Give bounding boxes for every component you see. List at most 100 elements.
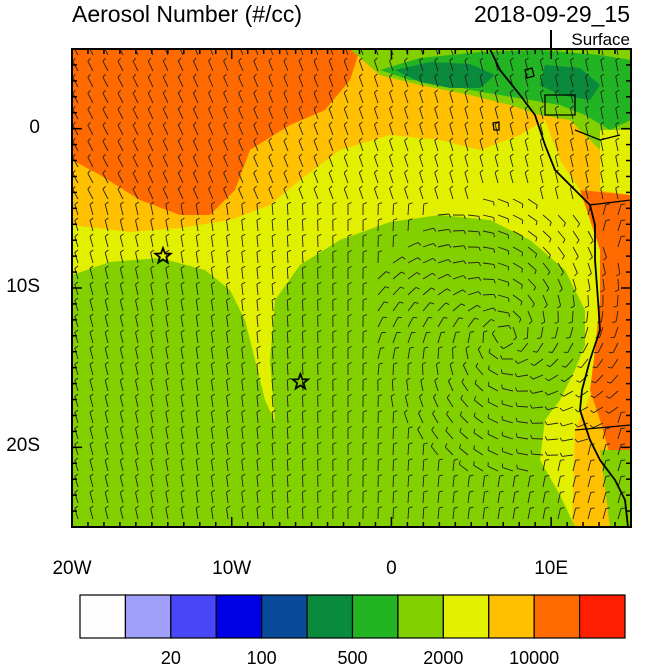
wind-barb xyxy=(483,332,484,343)
wind-barb-flag xyxy=(405,42,408,45)
wind-barb xyxy=(302,428,303,439)
wind-barb-flag xyxy=(560,508,564,509)
wind-barb xyxy=(302,332,303,343)
wind-barb-flag xyxy=(480,42,483,44)
wind-barb-flag xyxy=(465,42,468,45)
wind-barb-flag xyxy=(193,42,196,45)
field-land-east xyxy=(600,130,631,195)
colorbar-swatch xyxy=(489,595,534,638)
map-level: Surface xyxy=(571,30,630,50)
wind-barb xyxy=(302,460,303,471)
wind-barb xyxy=(302,508,303,519)
wind-barb-flag xyxy=(390,42,393,45)
wind-barb xyxy=(393,204,394,215)
wind-barb-flag xyxy=(560,460,564,461)
wind-barb-flag xyxy=(545,460,549,461)
colorbar-swatch xyxy=(353,595,398,638)
colorbar-swatch xyxy=(171,595,216,638)
colorbar-swatch xyxy=(534,595,579,638)
wind-barb xyxy=(617,295,618,306)
wind-barb xyxy=(393,508,394,519)
wind-barb-flag xyxy=(398,317,402,318)
colorbar-swatch xyxy=(580,595,625,638)
wind-barb xyxy=(302,316,303,327)
wind-barb-flag xyxy=(517,465,518,469)
wind-barb xyxy=(302,444,303,455)
wind-barb xyxy=(302,396,303,407)
wind-barb-flag xyxy=(73,42,76,45)
wind-barb xyxy=(302,492,303,503)
wind-barb-flag xyxy=(591,460,595,461)
wind-barb-flag xyxy=(254,42,257,45)
wind-barb-flag xyxy=(545,476,549,477)
wind-barb xyxy=(302,284,303,295)
wind-barb-flag xyxy=(344,42,347,45)
wind-barb xyxy=(438,348,439,359)
map-datetime: 2018-09-29_15 xyxy=(474,0,630,28)
wind-barb-flag xyxy=(269,42,272,45)
wind-barb-flag xyxy=(522,220,523,224)
colorbar-swatch xyxy=(80,595,125,638)
wind-barb-flag xyxy=(495,42,498,44)
wind-barb-flag xyxy=(374,42,377,45)
colorbar-label: 100 xyxy=(227,648,297,669)
wind-barb xyxy=(453,231,464,232)
wind-barb-flag xyxy=(522,252,523,256)
wind-barb-flag xyxy=(420,42,423,45)
wind-barb-flag xyxy=(103,42,106,45)
wind-barb-flag xyxy=(576,492,580,493)
wind-barb xyxy=(393,428,394,439)
colorbar-swatch xyxy=(398,595,443,638)
lat-label: 0 xyxy=(0,117,40,139)
colorbar-label: 20 xyxy=(136,648,206,669)
wind-barb-flag xyxy=(494,202,495,206)
wind-barb-flag xyxy=(314,42,317,45)
wind-barb-flag xyxy=(284,42,287,45)
wind-barb-flag xyxy=(540,42,543,44)
wind-barb-flag xyxy=(209,42,212,45)
wind-barb xyxy=(422,364,423,375)
wind-barb-flag xyxy=(224,42,227,45)
wind-barb-flag xyxy=(576,460,580,461)
wind-barb xyxy=(483,279,494,280)
wind-barb-flag xyxy=(576,508,580,509)
wind-barb-flag xyxy=(576,476,580,477)
wind-barb-flag xyxy=(560,476,564,477)
wind-barb-flag xyxy=(163,42,166,45)
lon-label: 0 xyxy=(361,558,421,580)
colorbar-swatch xyxy=(216,595,261,638)
wind-barb-flag xyxy=(118,42,121,45)
wind-barb xyxy=(468,262,479,263)
wind-barb-flag xyxy=(494,218,495,222)
wind-barb-flag xyxy=(299,42,302,45)
wind-barb-flag xyxy=(239,42,242,45)
wind-barb xyxy=(572,311,573,322)
map-title: Aerosol Number (#/cc) xyxy=(72,0,302,28)
wind-barb xyxy=(302,236,303,247)
lon-label: 20W xyxy=(42,558,102,580)
wind-barb-flag xyxy=(525,42,528,44)
colorbar-swatch xyxy=(262,595,307,638)
colorbar-label: 10000 xyxy=(499,648,569,669)
wind-barb-flag xyxy=(488,382,489,386)
wind-barb-flag xyxy=(148,42,151,45)
lat-label: 10S xyxy=(0,276,40,298)
wind-barb-flag xyxy=(359,42,362,45)
wind-barb-flag xyxy=(329,42,332,45)
wind-barb-flag xyxy=(591,508,595,509)
wind-barb xyxy=(302,412,303,423)
wind-barb-flag xyxy=(591,476,595,477)
subtitle-marker xyxy=(550,30,552,48)
wind-barb xyxy=(302,380,303,391)
wind-barb xyxy=(302,268,303,279)
wind-barb-flag xyxy=(564,352,568,353)
wind-barb xyxy=(302,348,303,359)
colorbar-label: 2000 xyxy=(408,648,478,669)
wind-barb xyxy=(302,204,303,215)
wind-barb xyxy=(302,300,303,311)
colorbar-swatch xyxy=(443,595,488,638)
wind-barb-flag xyxy=(549,352,553,353)
wind-barb xyxy=(393,220,394,231)
wind-barb-flag xyxy=(560,492,564,493)
lon-label: 10W xyxy=(202,558,262,580)
